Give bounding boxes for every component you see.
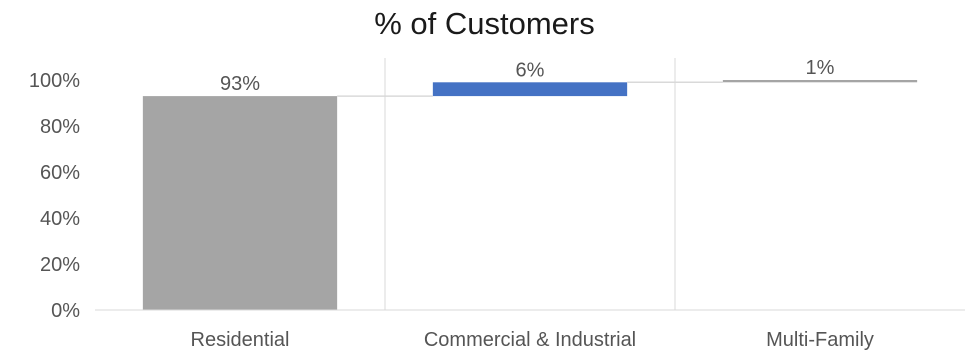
x-tick-label: Multi-Family [766, 329, 874, 351]
chart-title: % of Customers [374, 6, 595, 41]
x-axis-labels: Residential Commercial & Industrial Multi-… [191, 329, 874, 351]
y-tick-label: 100% [29, 70, 80, 92]
bar [722, 80, 918, 83]
bar [432, 82, 628, 97]
y-tick-label: 20% [40, 254, 80, 276]
gridlines [384, 58, 676, 310]
data-label: 93% [220, 73, 260, 95]
y-tick-label: 80% [40, 116, 80, 138]
data-label: 6% [516, 59, 545, 81]
y-axis-ticks: 0% 20% 40% 60% 80% 100% [29, 70, 80, 322]
data-labels: 93% 6% 1% [220, 57, 835, 95]
y-tick-label: 0% [51, 300, 80, 322]
data-label: 1% [806, 57, 835, 79]
bar [142, 96, 338, 310]
connectors [337, 81, 723, 97]
x-tick-label: Commercial & Industrial [424, 329, 636, 351]
x-tick-label: Residential [191, 329, 290, 351]
y-tick-label: 60% [40, 162, 80, 184]
bars [142, 80, 918, 310]
y-tick-label: 40% [40, 208, 80, 230]
